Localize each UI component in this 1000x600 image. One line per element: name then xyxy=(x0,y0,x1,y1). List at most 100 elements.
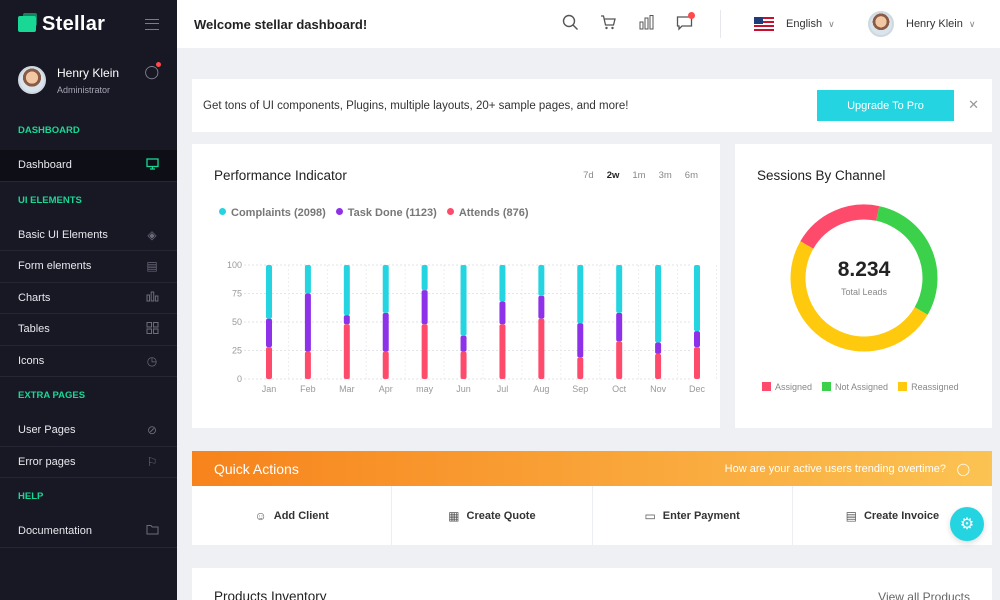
divider xyxy=(720,10,721,38)
settings-fab-gear-icon[interactable]: ⚙ xyxy=(950,507,984,541)
sidebar-item-error-pages[interactable]: Error pages ⚐ xyxy=(0,447,177,478)
chat-icon[interactable]: ◯ xyxy=(144,62,161,79)
sidebar-profile[interactable]: Henry Klein Administrator ◯ xyxy=(0,48,177,112)
legend-item: Not Assigned xyxy=(822,382,888,392)
bar-segment xyxy=(655,353,662,379)
add-client-button[interactable]: ☺ Add Client xyxy=(192,486,393,545)
bar-segment xyxy=(616,341,623,379)
avatar xyxy=(18,66,46,94)
cart-icon[interactable] xyxy=(600,14,620,34)
bar-segment xyxy=(382,351,389,379)
create-invoice-button[interactable]: ▤ Create Invoice xyxy=(793,486,992,545)
y-tick-label: 50 xyxy=(232,317,242,327)
sidebar-item-form-elements[interactable]: Form elements ▤ xyxy=(0,251,177,283)
bar-segment xyxy=(577,265,584,324)
x-tick-label: Jan xyxy=(262,384,277,394)
bar-segment xyxy=(266,347,272,379)
flag-icon: ⚐ xyxy=(146,454,158,469)
bar-segment xyxy=(694,347,700,379)
x-tick-label: Jul xyxy=(497,384,509,394)
performance-chart: 0 25 50 75 100 Jan Feb Mar Apr may Jun Jul Aug Sep Oct… xyxy=(227,260,717,394)
sidebar-item-dashboard[interactable]: Dashboard xyxy=(0,150,177,182)
bar-segment xyxy=(343,315,350,325)
grid-icon xyxy=(145,321,159,337)
sidebar-item-label: Error pages xyxy=(18,455,76,468)
create-quote-button[interactable]: ▦ Create Quote xyxy=(392,486,593,545)
sidebar-item-user-pages[interactable]: User Pages ⊘ xyxy=(0,415,177,447)
x-tick-label: Sep xyxy=(572,384,588,394)
x-tick-label: Nov xyxy=(650,384,667,394)
sidebar-item-tables[interactable]: Tables xyxy=(0,314,177,346)
document-icon: ▦ xyxy=(448,508,460,523)
x-tick-label: Oct xyxy=(612,384,627,394)
language-dropdown[interactable]: English ∨ xyxy=(754,0,835,48)
bar-segment xyxy=(304,351,311,379)
sidebar: Stellar Henry Klein Administrator ◯ DASH… xyxy=(0,0,177,600)
bar-segment xyxy=(616,312,623,342)
bar-segment xyxy=(266,265,272,319)
bar-segment xyxy=(694,265,700,332)
tab-1m[interactable]: 1m xyxy=(632,170,646,181)
menu-toggle-icon[interactable] xyxy=(145,18,159,30)
enter-payment-button[interactable]: ▭ Enter Payment xyxy=(593,486,793,545)
user-dropdown[interactable]: Henry Klein ∨ xyxy=(868,0,975,48)
bar-segment xyxy=(460,335,467,352)
quick-actions-row: ☺ Add Client ▦ Create Quote ▭ Enter Paym… xyxy=(192,486,992,545)
tab-2w[interactable]: 2w xyxy=(606,170,620,181)
sidebar-item-label: Charts xyxy=(18,291,51,304)
bar-segment xyxy=(655,265,662,343)
legend-item: Reassigned xyxy=(898,382,959,392)
page-title: Welcome stellar dashboard! xyxy=(194,16,368,32)
book-icon: ▤ xyxy=(845,508,857,523)
nav-category-ui-elements: UI ELEMENTS xyxy=(18,194,82,206)
tab-7d[interactable]: 7d xyxy=(583,170,594,181)
bar-segment xyxy=(343,265,350,316)
legend-item: Assigned xyxy=(762,382,812,392)
message-icon[interactable] xyxy=(676,12,696,34)
brand: Stellar xyxy=(0,0,177,48)
bar-segment xyxy=(499,301,506,325)
profile-role: Administrator xyxy=(57,84,111,95)
tab-6m[interactable]: 6m xyxy=(684,170,698,181)
bar-segment xyxy=(655,342,662,354)
tab-3m[interactable]: 3m xyxy=(658,170,672,181)
notification-badge xyxy=(688,12,695,19)
legend-item: Complaints (2098) xyxy=(219,207,326,219)
topbar: Welcome stellar dashboard! English ∨ Hen… xyxy=(177,0,1000,48)
sidebar-item-documentation[interactable]: Documentation xyxy=(0,516,177,548)
layers-icon: ◈ xyxy=(147,227,157,242)
us-flag-icon xyxy=(754,17,774,31)
performance-card: Performance Indicator 7d 2w 1m 3m 6m Com… xyxy=(192,144,720,428)
bar-segment xyxy=(616,265,623,313)
bar-segment xyxy=(421,324,428,379)
bar-segment xyxy=(304,293,311,352)
upgrade-button[interactable]: Upgrade To Pro xyxy=(817,90,954,121)
nav-category-help: HELP xyxy=(18,491,44,502)
language-label: English xyxy=(786,18,823,30)
bar-chart-icon[interactable] xyxy=(638,14,658,34)
sidebar-item-label: Icons xyxy=(18,354,45,367)
donut-total-value: 8.234 xyxy=(837,258,891,281)
nav-category-dashboard: DASHBOARD xyxy=(18,125,80,136)
sidebar-item-icons[interactable]: Icons ◷ xyxy=(0,346,177,377)
bar-segment xyxy=(343,324,350,379)
enter-payment-label: Enter Payment xyxy=(662,509,740,522)
sidebar-item-charts[interactable]: Charts xyxy=(0,283,177,314)
close-icon[interactable]: ✕ xyxy=(968,97,979,112)
chart-legend: Complaints (2098) Task Done (1123) Atten… xyxy=(219,207,529,219)
quick-actions-title: Quick Actions xyxy=(214,460,299,477)
view-all-products-link[interactable]: View all Products xyxy=(878,590,970,600)
x-tick-label: Jun xyxy=(456,384,471,394)
sidebar-item-basic-ui[interactable]: Basic UI Elements ◈ xyxy=(0,220,177,251)
legend-item: Attends (876) xyxy=(446,207,529,219)
create-quote-label: Create Quote xyxy=(466,509,536,522)
bar-segment xyxy=(304,265,311,294)
y-tick-label: 100 xyxy=(227,260,242,270)
create-invoice-label: Create Invoice xyxy=(863,509,940,522)
sidebar-item-label: Dashboard xyxy=(18,159,72,172)
search-icon[interactable] xyxy=(562,14,582,34)
bar-segment xyxy=(499,265,506,302)
brand-name[interactable]: Stellar xyxy=(42,12,106,35)
disabled-icon: ⊘ xyxy=(146,423,158,438)
bar-segment xyxy=(421,265,428,291)
